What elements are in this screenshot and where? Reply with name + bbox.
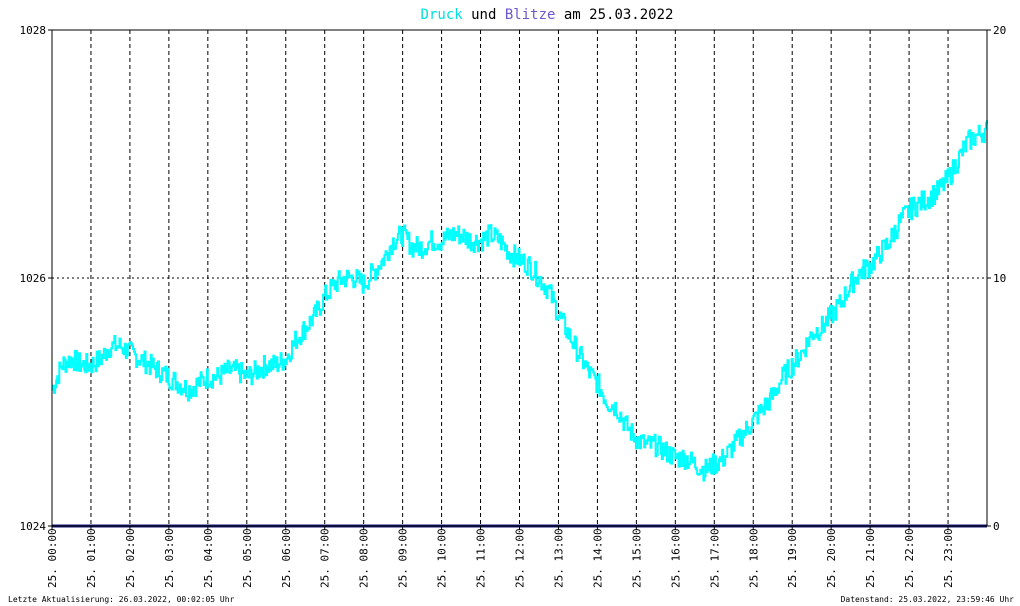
x-tick-label: 25. 08:00 (358, 528, 371, 588)
x-tick-label: 25. 12:00 (514, 528, 527, 588)
x-tick-label: 25. 15:00 (630, 528, 643, 588)
x-tick-label: 25. 06:00 (280, 528, 293, 588)
x-tick-label: 25. 20:00 (825, 528, 838, 588)
x-tick-label: 25. 18:00 (747, 528, 760, 588)
title-druck: Druck (421, 7, 464, 23)
x-tick-label: 25. 23:00 (942, 528, 955, 588)
x-tick-label: 25. 11:00 (475, 528, 488, 588)
axis-layer: 1024 1026 1028 0 10 20 25. 00:00 25. 01:00 25. 0… (20, 24, 1007, 588)
x-tick-label: 25. 21:00 (864, 528, 877, 588)
chart-title: Druck und Blitze am 25.03.2022 (421, 7, 674, 23)
y-right-tick-label: 10 (993, 272, 1006, 285)
y-left-tick-label: 1024 (20, 520, 47, 533)
x-tick-label: 25. 14:00 (591, 528, 604, 588)
y-left-tick-label: 1026 (20, 272, 47, 285)
x-tick-label: 25. 00:00 (46, 528, 59, 588)
x-tick-label: 25. 03:00 (163, 528, 176, 588)
y-left-tick-label: 1028 (20, 24, 47, 37)
y-right-tick-label: 0 (993, 520, 1000, 533)
grid-layer (52, 29, 987, 526)
x-tick-label: 25. 17:00 (708, 528, 721, 588)
x-tick-label: 25. 09:00 (397, 528, 410, 588)
y-right-tick-label: 20 (993, 24, 1006, 37)
x-tick-label: 25. 04:00 (202, 528, 215, 588)
x-tick-label: 25. 19:00 (786, 528, 799, 588)
x-tick-label: 25. 02:00 (124, 528, 137, 588)
title-date: am 25.03.2022 (555, 7, 673, 23)
title-blitze: Blitze (505, 7, 556, 23)
x-tick-label: 25. 07:00 (319, 528, 332, 588)
footer-data-status: Datenstand: 25.03.2022, 23:59:46 Uhr (841, 595, 1015, 604)
footer-last-update: Letzte Aktualisierung: 26.03.2022, 00:02… (8, 595, 235, 604)
x-tick-label: 25. 13:00 (552, 528, 565, 588)
x-tick-label: 25. 05:00 (241, 528, 254, 588)
x-tick-label: 25. 10:00 (436, 528, 449, 588)
x-tick-label: 25. 16:00 (669, 528, 682, 588)
x-tick-label: 25. 22:00 (903, 528, 916, 588)
series-druck-line (52, 120, 988, 482)
x-tick-label: 25. 01:00 (85, 528, 98, 588)
title-und: und (463, 7, 505, 23)
